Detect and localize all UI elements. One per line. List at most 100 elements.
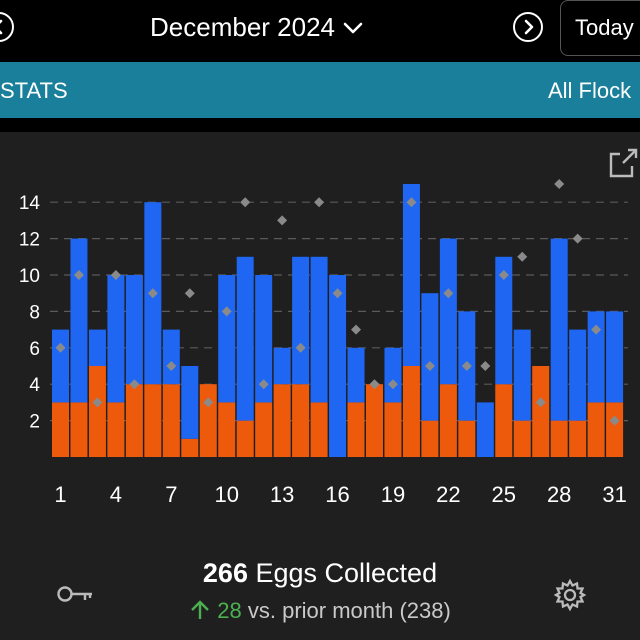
y-tick-label: 6 bbox=[29, 339, 40, 360]
bar-segment-orange bbox=[513, 420, 531, 457]
bar-segment-blue bbox=[70, 238, 88, 403]
y-tick-label: 12 bbox=[19, 230, 40, 251]
eggs-count: 266 bbox=[202, 558, 248, 588]
diamond-marker bbox=[332, 288, 343, 299]
month-selector[interactable]: December 2024 bbox=[150, 12, 363, 43]
bar-segment-orange bbox=[421, 420, 439, 457]
bar-segment-orange bbox=[550, 420, 568, 457]
bar-segment-orange bbox=[458, 420, 476, 457]
share-icon[interactable] bbox=[606, 146, 640, 180]
chevron-left-icon bbox=[0, 19, 3, 35]
x-tick-label: 25 bbox=[492, 482, 516, 507]
bar-segment-blue bbox=[495, 256, 513, 385]
bar-segment-blue bbox=[52, 329, 69, 403]
x-tick-label: 28 bbox=[547, 482, 571, 507]
diamond-marker bbox=[129, 379, 140, 390]
bar-segment-blue bbox=[236, 256, 254, 421]
tab-stats[interactable]: STATS bbox=[0, 78, 68, 103]
diamond-marker bbox=[221, 306, 232, 317]
y-tick-label: 14 bbox=[19, 193, 41, 214]
diamond-marker bbox=[184, 288, 195, 299]
diamond-marker bbox=[55, 342, 66, 353]
bar-segment-blue bbox=[550, 238, 568, 421]
key-icon[interactable] bbox=[56, 582, 94, 606]
bar-segment-blue bbox=[310, 256, 328, 403]
eggs-label: Eggs Collected bbox=[255, 558, 438, 588]
bar-segment-blue bbox=[402, 184, 420, 366]
bar-segment-orange bbox=[255, 402, 273, 457]
bar-segment-blue bbox=[347, 347, 365, 403]
diamond-marker bbox=[424, 361, 435, 371]
bar-segment-orange bbox=[495, 384, 513, 457]
diamond-marker bbox=[480, 361, 491, 371]
x-tick-label: 7 bbox=[165, 482, 177, 507]
bar-segment-orange bbox=[125, 384, 143, 457]
diamond-marker bbox=[258, 379, 269, 390]
bar-segment-orange bbox=[181, 438, 199, 457]
bar-segment-orange bbox=[218, 402, 236, 457]
eggs-summary: 266 Eggs Collected bbox=[0, 558, 640, 589]
diamond-marker bbox=[203, 397, 214, 408]
bar-segment-orange bbox=[347, 402, 365, 457]
diamond-marker bbox=[295, 342, 306, 353]
previous-month-button[interactable] bbox=[0, 12, 14, 42]
bar-segment-blue bbox=[125, 275, 143, 385]
top-bar: December 2024 Today bbox=[0, 0, 640, 60]
bar-segment-blue bbox=[476, 402, 494, 457]
bar-segment-orange bbox=[52, 402, 69, 457]
diamond-marker bbox=[351, 324, 362, 335]
bar-segment-blue bbox=[162, 329, 180, 385]
delta-value: 28 bbox=[217, 598, 242, 623]
bar-segment-orange bbox=[569, 420, 587, 457]
bar-segment-orange bbox=[273, 384, 291, 457]
stats-bar: STATS All Flock bbox=[0, 62, 640, 118]
diamond-marker bbox=[498, 270, 509, 280]
bar-segment-orange bbox=[587, 402, 605, 457]
chevron-right-icon bbox=[524, 19, 534, 35]
flock-filter[interactable]: All Flock bbox=[548, 78, 632, 103]
diamond-marker bbox=[166, 361, 177, 371]
diamond-marker bbox=[609, 415, 620, 426]
chart-panel: 2 4 6 8 10 12 14 1 4 7 10 13 16 19 22 25 28 31 bbox=[0, 132, 640, 640]
diamond-marker bbox=[535, 397, 546, 408]
bar-segment-orange bbox=[292, 384, 310, 457]
bar-segment-orange bbox=[88, 366, 106, 457]
arrow-up-icon bbox=[191, 600, 209, 619]
bar-segment-orange bbox=[70, 402, 88, 457]
month-label: December 2024 bbox=[150, 12, 335, 42]
diamond-marker bbox=[147, 288, 158, 299]
bar-segment-blue bbox=[255, 275, 273, 403]
compare-text: vs. prior month (238) bbox=[247, 598, 451, 623]
y-tick-label: 4 bbox=[29, 375, 40, 396]
gear-icon[interactable] bbox=[553, 578, 587, 612]
diamond-marker bbox=[517, 251, 528, 262]
bar-segment-orange bbox=[236, 420, 254, 457]
bar-segment-blue bbox=[292, 256, 310, 385]
chevron-down-icon bbox=[343, 22, 363, 33]
x-tick-label: 19 bbox=[381, 482, 405, 507]
x-tick-label: 16 bbox=[325, 482, 349, 507]
diamond-marker bbox=[461, 361, 472, 371]
next-month-button[interactable] bbox=[513, 12, 543, 42]
bar-segment-orange bbox=[365, 384, 383, 457]
y-tick-label: 10 bbox=[19, 266, 40, 287]
x-tick-label: 13 bbox=[270, 482, 294, 507]
bar-segment-blue bbox=[587, 311, 605, 403]
bar-segment-blue bbox=[569, 329, 587, 421]
x-tick-label: 31 bbox=[602, 482, 626, 507]
x-tick-label: 10 bbox=[214, 482, 238, 507]
y-tick-label: 2 bbox=[29, 412, 40, 433]
bar-segment-blue bbox=[439, 238, 457, 385]
bar-segment-blue bbox=[513, 329, 531, 421]
diamond-marker bbox=[387, 379, 398, 390]
bar-segment-orange bbox=[439, 384, 457, 457]
diamond-marker bbox=[314, 197, 325, 208]
today-button[interactable]: Today bbox=[560, 0, 640, 56]
bar-segment-blue bbox=[181, 366, 199, 439]
bar-segment-blue bbox=[421, 293, 439, 421]
bar-segment-orange bbox=[606, 402, 624, 457]
bar-segment-blue bbox=[107, 275, 125, 403]
bar-segment-orange bbox=[162, 384, 180, 457]
today-label: Today bbox=[575, 15, 634, 40]
